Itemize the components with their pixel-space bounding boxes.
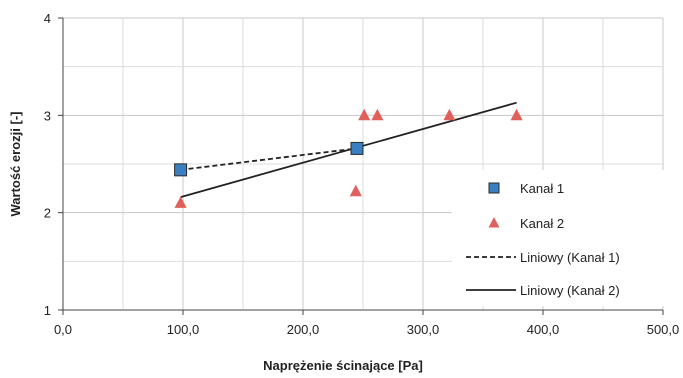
- legend-kanal-2-symbol: [488, 217, 500, 228]
- legend-kanal-2-label: Kanał 2: [520, 216, 564, 231]
- trendlines: [180, 101, 517, 198]
- tick-labels: 0,0 100,0 200,0 300,0 400,0 500,0 1 2 3 4: [44, 11, 680, 337]
- y-tick-label: 1: [44, 303, 51, 318]
- kanal-2-point: [358, 108, 371, 121]
- x-tick-label: 200,0: [287, 322, 320, 337]
- legend-liniowy-kanal-2-label: Liniowy (Kanał 2): [520, 283, 620, 298]
- y-tick-label: 3: [44, 108, 51, 123]
- legend-kanal-1-label: Kanał 1: [520, 181, 564, 196]
- legend-kanal-1-symbol: [488, 182, 500, 194]
- kanal-2-point: [510, 108, 523, 121]
- x-tick-label: 300,0: [407, 322, 440, 337]
- y-tick-label: 4: [44, 11, 51, 26]
- x-tick-label: 100,0: [167, 322, 200, 337]
- x-tick-label: 0,0: [54, 322, 72, 337]
- data-points: [174, 108, 523, 208]
- axes: [58, 17, 664, 315]
- kanal-2-point: [371, 108, 384, 121]
- x-tick-label: 400,0: [527, 322, 560, 337]
- legend-box: [452, 170, 664, 306]
- trendline-kanal-2: [180, 101, 517, 198]
- x-axis-title: Naprężenie ścinające [Pa]: [263, 358, 423, 373]
- kanal-1-point: [174, 163, 188, 177]
- legend: Kanał 1 Kanał 2 Liniowy (Kanał 1) Liniowy (…: [452, 170, 664, 306]
- x-tick-label: 500,0: [647, 322, 680, 337]
- kanal-1-point: [350, 141, 364, 155]
- y-tick-label: 2: [44, 206, 51, 221]
- kanal-2-point: [349, 184, 362, 197]
- trendline-kanal-1: [180, 147, 358, 171]
- kanal-2-point: [174, 196, 187, 208]
- y-axis-title: Wartość erozji [-]: [8, 112, 23, 217]
- legend-liniowy-kanal-1-label: Liniowy (Kanał 1): [520, 250, 620, 265]
- kanal-2-point: [443, 108, 456, 121]
